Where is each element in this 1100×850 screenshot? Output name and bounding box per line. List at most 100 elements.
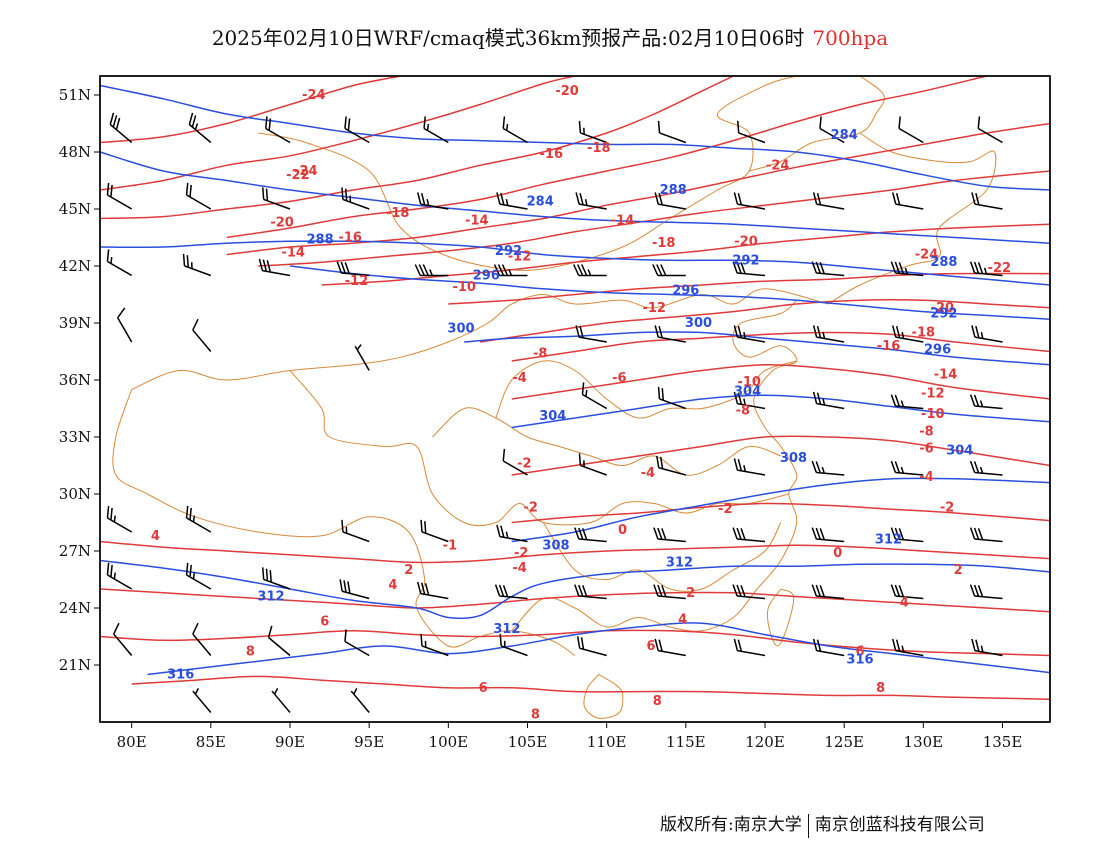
- wind-barb: [890, 261, 924, 277]
- wind-barb: [575, 192, 607, 210]
- temperature-label: -14: [611, 213, 635, 228]
- wind-barb: [499, 633, 528, 657]
- height-label: 292: [495, 244, 522, 259]
- height-label: 284: [527, 194, 554, 209]
- wind-barb: [891, 325, 924, 343]
- wind-barb: [420, 519, 449, 543]
- wind-barb: [581, 382, 608, 410]
- wind-barb: [811, 584, 845, 600]
- height-label: 304: [946, 443, 973, 458]
- temperature-label: 2: [686, 586, 695, 601]
- wind-barb: [811, 527, 845, 543]
- wind-barb: [502, 448, 528, 476]
- height-label: 312: [257, 590, 284, 605]
- wind-barb: [113, 622, 133, 656]
- x-tick-label: 90E: [275, 733, 305, 751]
- wind-barb: [423, 116, 449, 144]
- wind-barb: [262, 567, 291, 590]
- height-label: 296: [924, 343, 951, 358]
- wind-barb: [891, 192, 924, 210]
- wind-barb: [182, 253, 212, 277]
- wind-barb: [812, 391, 845, 410]
- border-line: [258, 75, 797, 271]
- temperature-label: -14: [934, 367, 958, 382]
- temperature-label: 8: [876, 681, 885, 696]
- temperature-label: -24: [766, 158, 790, 173]
- wind-barb: [106, 249, 133, 277]
- wind-barb: [811, 460, 845, 476]
- height-label: 300: [447, 322, 474, 337]
- height-label: 300: [685, 316, 712, 331]
- wind-barb: [971, 325, 1003, 343]
- wind-barb: [656, 455, 686, 476]
- wind-barb: [576, 636, 607, 657]
- wind-barb: [969, 527, 1003, 543]
- wind-barb: [732, 261, 766, 277]
- x-tick-label: 115E: [666, 733, 706, 751]
- temperature-label: 4: [678, 612, 687, 627]
- temperature-label: -14: [281, 246, 305, 261]
- border-line: [583, 674, 624, 719]
- temperature-contour: [99, 75, 401, 144]
- temperature-label: -14: [465, 213, 489, 228]
- border-line: [432, 407, 781, 476]
- temperature-label: -8: [919, 424, 933, 439]
- wind-barb: [654, 192, 686, 210]
- temperature-label: -16: [338, 231, 362, 246]
- wind-barb: [733, 458, 766, 476]
- height-label: 312: [666, 555, 693, 570]
- wind-barb: [341, 519, 370, 543]
- plot-frame: [99, 75, 1051, 723]
- temperature-label: -18: [587, 141, 611, 156]
- wind-barb: [574, 584, 607, 600]
- wind-barb: [188, 112, 212, 144]
- y-tick-label: 48N: [59, 143, 91, 161]
- wind-barb: [493, 264, 528, 277]
- wind-barb: [812, 325, 845, 343]
- wind-barb: [733, 325, 766, 343]
- contour-label-layer: -24-24-22-20-20-18-18-16-16-14-14 -14-12-…: [151, 84, 1011, 722]
- height-label: 312: [493, 622, 520, 637]
- wind-barb: [414, 264, 449, 277]
- x-tick-label: 95E: [354, 733, 384, 751]
- temperature-label: -12: [345, 274, 369, 289]
- y-tick-label: 39N: [59, 314, 91, 332]
- wind-barb: [732, 527, 766, 543]
- temperature-label: -2: [523, 500, 537, 515]
- wind-barb: [977, 116, 1003, 144]
- temperature-label: -12: [508, 250, 532, 265]
- wind-barb: [657, 120, 687, 144]
- border-line: [131, 288, 829, 390]
- wind-barb: [192, 687, 212, 713]
- wind-barb: [185, 505, 212, 533]
- wind-barb: [573, 264, 607, 277]
- height-label: 308: [542, 538, 569, 553]
- temperature-label: 6: [646, 639, 655, 654]
- height-label: 288: [307, 232, 334, 247]
- wind-barb: [971, 192, 1003, 210]
- temperature-label: 6: [479, 681, 488, 696]
- y-tick-label: 33N: [59, 428, 91, 446]
- border-layer: [112, 75, 997, 719]
- wind-barb: [969, 460, 1003, 476]
- x-tick-label: 80E: [117, 733, 147, 751]
- height-label: 296: [672, 284, 699, 299]
- temperature-label: -6: [919, 441, 933, 456]
- wind-barb: [258, 258, 291, 277]
- wind-barb: [890, 584, 924, 600]
- x-tick-label: 120E: [745, 733, 785, 751]
- temperature-label: 4: [388, 578, 397, 593]
- temperature-label: -4: [641, 466, 655, 481]
- wind-barb: [271, 687, 291, 713]
- wind-barb: [652, 264, 686, 277]
- wind-barb: [890, 527, 924, 543]
- temperature-label: -18: [912, 326, 936, 341]
- temperature-label: 4: [900, 595, 909, 610]
- wind-barb: [502, 116, 528, 144]
- wind-barb: [812, 638, 845, 657]
- wind-barb-layer: [106, 112, 1003, 713]
- y-tick-label: 21N: [59, 656, 91, 674]
- temperature-contour: [131, 675, 1051, 700]
- copyright-owner: 版权所有:南京大学: [660, 815, 802, 835]
- temperature-label: 6: [320, 614, 329, 629]
